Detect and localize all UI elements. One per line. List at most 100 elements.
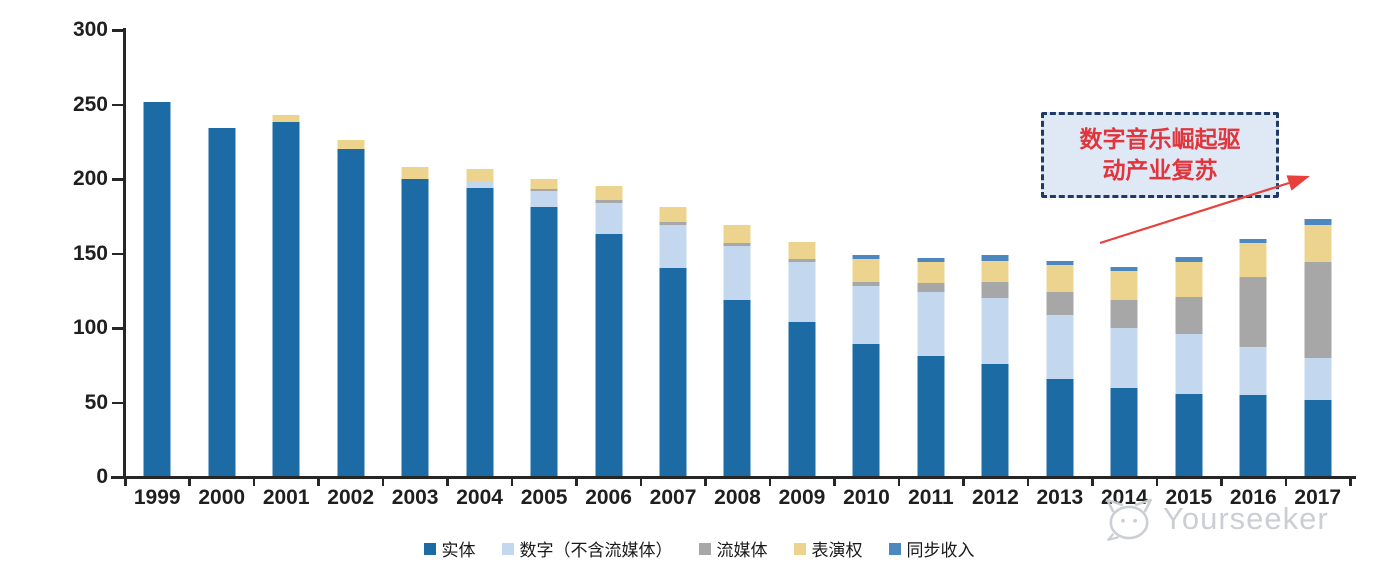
bar-2003-performance-rights (401, 167, 429, 179)
x-tick-label-2002: 2002 (327, 486, 375, 509)
legend-item-physical: 实体 (423, 536, 476, 561)
bar-2006-digital-excl-streaming (595, 202, 623, 235)
x-tick-label-2017: 2017 (1294, 486, 1342, 509)
legend-label-streaming: 流媒体 (716, 541, 768, 560)
x-axis (111, 476, 1356, 479)
bar-2001-performance-rights (272, 114, 300, 123)
bar-2017-streaming (1304, 262, 1332, 358)
bar-column-2011 (899, 30, 963, 477)
x-tick-mark-12 (897, 477, 901, 486)
x-tick-mark-18 (1284, 477, 1288, 486)
bar-column-2003 (383, 30, 447, 477)
bar-column-1999 (125, 30, 189, 477)
bar-2010-performance-rights (852, 259, 880, 282)
legend-swatch-digital-excl-streaming (501, 542, 514, 555)
x-tick-mark-7 (575, 477, 578, 486)
annotation-callout: 数字音乐崛起驱 动产业复苏 (1041, 112, 1279, 198)
legend-swatch-physical (423, 542, 436, 555)
bar-column-2012 (963, 30, 1027, 477)
bar-column-2001 (254, 30, 318, 477)
x-tick-mark-14 (1026, 477, 1030, 486)
bar-2014-streaming (1110, 299, 1138, 329)
legend-swatch-sync (888, 542, 901, 555)
bar-2011-digital-excl-streaming (917, 292, 945, 357)
bar-2014-performance-rights (1110, 271, 1138, 300)
y-tick-mark-250 (112, 103, 124, 106)
bar-column-2006 (576, 30, 640, 477)
bar-column-2015 (1157, 30, 1221, 477)
bar-2013-physical (1046, 378, 1074, 477)
bar-2010-digital-excl-streaming (852, 286, 880, 345)
x-tick-label-2016: 2016 (1229, 486, 1277, 509)
x-tick-label-2009: 2009 (778, 486, 826, 509)
bar-2006-physical (595, 234, 623, 477)
y-tick-mark-50 (112, 401, 124, 404)
bar-2000-physical (208, 128, 236, 477)
bar-2005-digital-excl-streaming (530, 190, 558, 208)
legend-item-sync: 同步收入 (888, 536, 975, 561)
bar-stack-2002 (337, 140, 365, 477)
y-tick-label-250: 250 (72, 92, 108, 116)
x-tick-label-2004: 2004 (456, 486, 503, 509)
x-tick-mark-4 (381, 477, 385, 486)
bar-2002-physical (337, 149, 365, 477)
bar-2005-streaming (530, 189, 558, 191)
bar-2009-physical (788, 322, 816, 477)
bar-2002-performance-rights (337, 140, 365, 150)
bar-column-2013 (1028, 30, 1092, 477)
bar-column-2005 (512, 30, 576, 477)
x-tick-label-2013: 2013 (1036, 486, 1084, 509)
x-tick-label-2001: 2001 (262, 486, 310, 509)
legend-swatch-streaming (698, 542, 711, 555)
x-tick-label-2005: 2005 (520, 486, 568, 509)
bar-2013-streaming (1046, 292, 1074, 315)
legend-swatch-performance-rights (793, 542, 806, 555)
bar-2010-sync (852, 255, 880, 260)
legend-label-physical: 实体 (441, 541, 476, 560)
bar-stack-2016 (1239, 238, 1267, 477)
bar-2011-streaming (917, 283, 945, 293)
y-tick-mark-200 (112, 178, 124, 181)
bar-2012-physical (981, 363, 1009, 477)
bar-2012-digital-excl-streaming (981, 298, 1009, 364)
bar-2015-digital-excl-streaming (1175, 333, 1203, 394)
x-tick-mark-10 (768, 477, 772, 486)
bar-2007-performance-rights (659, 207, 687, 223)
bar-2013-performance-rights (1046, 265, 1074, 293)
x-tick-label-2014: 2014 (1100, 486, 1148, 509)
bar-2016-digital-excl-streaming (1239, 347, 1267, 396)
x-tick-label-2000: 2000 (198, 486, 246, 509)
bar-2007-digital-excl-streaming (659, 225, 687, 269)
bar-1999-physical (143, 101, 171, 477)
x-tick-mark-17 (1220, 477, 1223, 486)
x-tick-label-2007: 2007 (649, 486, 697, 509)
bar-stack-2014 (1110, 266, 1138, 477)
bar-2008-streaming (723, 243, 751, 247)
x-tick-mark-19 (1349, 477, 1352, 486)
x-tick-label-2003: 2003 (391, 486, 439, 509)
bar-stack-1999 (143, 101, 171, 477)
bar-column-2008 (705, 30, 769, 477)
bar-2016-physical (1239, 395, 1267, 477)
bar-stack-2012 (981, 255, 1009, 477)
x-tick-label-2008: 2008 (714, 486, 761, 509)
bar-2015-performance-rights (1175, 262, 1203, 297)
watermark: Yourseeker (1103, 497, 1329, 541)
legend-item-streaming: 流媒体 (698, 536, 768, 561)
bar-2007-physical (659, 268, 687, 477)
bar-2006-streaming (595, 199, 623, 203)
bar-2011-sync (917, 257, 945, 263)
bar-2007-streaming (659, 222, 687, 226)
x-tick-label-2011: 2011 (908, 486, 954, 509)
bar-2005-physical (530, 207, 558, 477)
y-tick-label-200: 200 (72, 167, 108, 190)
y-tick-mark-300 (112, 29, 124, 32)
bar-stack-2017 (1304, 219, 1332, 477)
bar-column-2017 (1286, 30, 1350, 477)
legend-label-sync: 同步收入 (906, 541, 975, 560)
bar-stack-2010 (852, 255, 880, 477)
bar-2001-physical (272, 122, 300, 477)
bar-column-2002 (318, 30, 382, 477)
bar-stack-2001 (272, 114, 300, 477)
